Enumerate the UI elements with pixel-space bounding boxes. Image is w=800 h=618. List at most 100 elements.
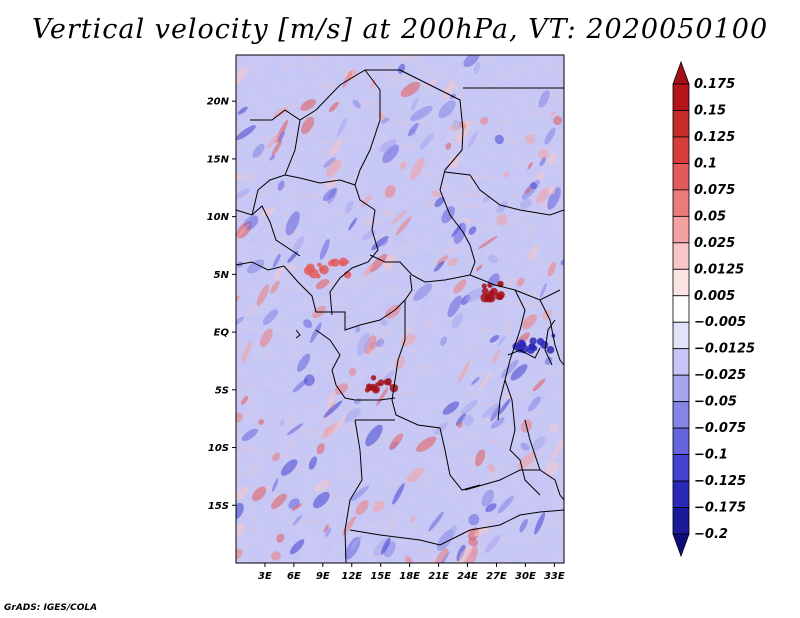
field-patch <box>252 143 265 159</box>
x-tick-label: 12E <box>341 571 362 582</box>
field-patch <box>453 279 467 294</box>
field-patch <box>455 412 466 426</box>
field-patch <box>280 459 298 476</box>
field-patch <box>342 70 353 89</box>
field-patch <box>236 316 244 328</box>
field-patch <box>251 486 267 502</box>
feature-patch <box>497 293 504 301</box>
field-patch <box>334 383 348 395</box>
field-patch <box>447 257 458 267</box>
feature-patch <box>339 260 345 266</box>
colorbar-segment <box>672 348 690 376</box>
field-patch <box>355 500 369 515</box>
field-patch <box>474 449 486 467</box>
field-patch <box>348 217 358 231</box>
field-patch <box>312 491 330 509</box>
feature-patch <box>316 273 321 279</box>
field-patch <box>547 187 561 210</box>
feature-patch <box>318 267 324 272</box>
colorbar-label: −0.125 <box>694 474 746 489</box>
field-patch <box>539 283 547 299</box>
field-patch <box>301 116 315 135</box>
colorbar-label: 0.125 <box>694 130 735 145</box>
field-patch <box>448 525 458 539</box>
field-patch <box>342 515 357 536</box>
feature-patch <box>371 385 380 394</box>
x-tick-label: 30E <box>515 571 536 582</box>
colorbar-segment <box>672 374 690 403</box>
feature-patch <box>531 345 538 351</box>
field-patch <box>409 157 425 181</box>
colorbar-segment <box>672 321 690 350</box>
feature-patch <box>519 340 527 348</box>
colorbar-segment <box>672 215 690 244</box>
plot-frame <box>235 54 565 564</box>
field-patch <box>532 436 546 451</box>
feature-patch <box>317 262 322 268</box>
field-patch <box>436 551 450 563</box>
field-patch <box>551 437 564 460</box>
colorbar-segment <box>672 507 690 535</box>
field-patch <box>400 333 416 347</box>
y-tick-label: 5S <box>215 385 229 396</box>
field-patch <box>365 424 383 447</box>
field-patch <box>478 371 493 391</box>
field-patch <box>496 201 508 213</box>
field-patch <box>549 111 557 117</box>
feature-patch <box>480 293 490 303</box>
field-patch <box>411 97 419 111</box>
feature-patch <box>370 375 377 381</box>
field-patch <box>538 89 550 108</box>
field-patch <box>381 239 389 246</box>
field-patch <box>256 284 270 306</box>
field-patch <box>371 235 389 251</box>
feature-patch <box>377 379 385 386</box>
colorbar-label: 0.0125 <box>694 262 744 277</box>
colorbar-segment <box>672 454 690 482</box>
field-patch <box>323 400 343 418</box>
chart-title: Vertical velocity [m/s] at 200hPa, VT: 2… <box>31 14 769 45</box>
field-patch <box>547 186 556 195</box>
field-patch <box>236 502 244 520</box>
field-patch <box>389 433 404 450</box>
field-patch <box>236 522 246 537</box>
colorbar-segment <box>672 401 690 429</box>
field-patch <box>440 336 448 346</box>
field-patch <box>467 131 478 149</box>
field-patch <box>527 162 533 170</box>
colorbar-label: 0.075 <box>694 183 735 198</box>
field-patch <box>237 106 248 115</box>
field-patch <box>462 414 474 426</box>
field-patch <box>471 377 480 385</box>
colorbar-label: −0.005 <box>694 315 746 330</box>
field-patch <box>447 295 462 318</box>
feature-patch <box>305 263 315 273</box>
colorbar-segment <box>672 163 690 191</box>
field-patch <box>532 378 546 392</box>
colorbar-segment <box>672 242 690 270</box>
field-patch <box>560 259 564 266</box>
x-tick-label: 18E <box>399 571 420 582</box>
y-tick-label: 15N <box>207 154 230 165</box>
field-patch <box>332 414 347 434</box>
field-patch <box>458 545 473 563</box>
field-patch <box>547 152 557 167</box>
colorbar-label: −0.2 <box>694 527 728 542</box>
field-patch <box>322 188 337 201</box>
field-patch <box>277 180 285 191</box>
field-patch <box>303 319 313 329</box>
colorbar-segment <box>672 480 690 508</box>
field-patch <box>328 101 339 113</box>
field-patch <box>384 185 396 198</box>
colorbar-segment <box>672 427 690 455</box>
field-patch <box>319 238 330 260</box>
field-patch <box>236 223 250 243</box>
field-patch <box>380 319 388 326</box>
field-patch <box>240 395 249 405</box>
field-patch <box>438 100 456 119</box>
field-patch <box>272 253 281 268</box>
field-patch <box>309 322 322 344</box>
field-patch <box>553 115 563 126</box>
field-patch <box>262 309 278 325</box>
field-patch <box>323 524 329 533</box>
